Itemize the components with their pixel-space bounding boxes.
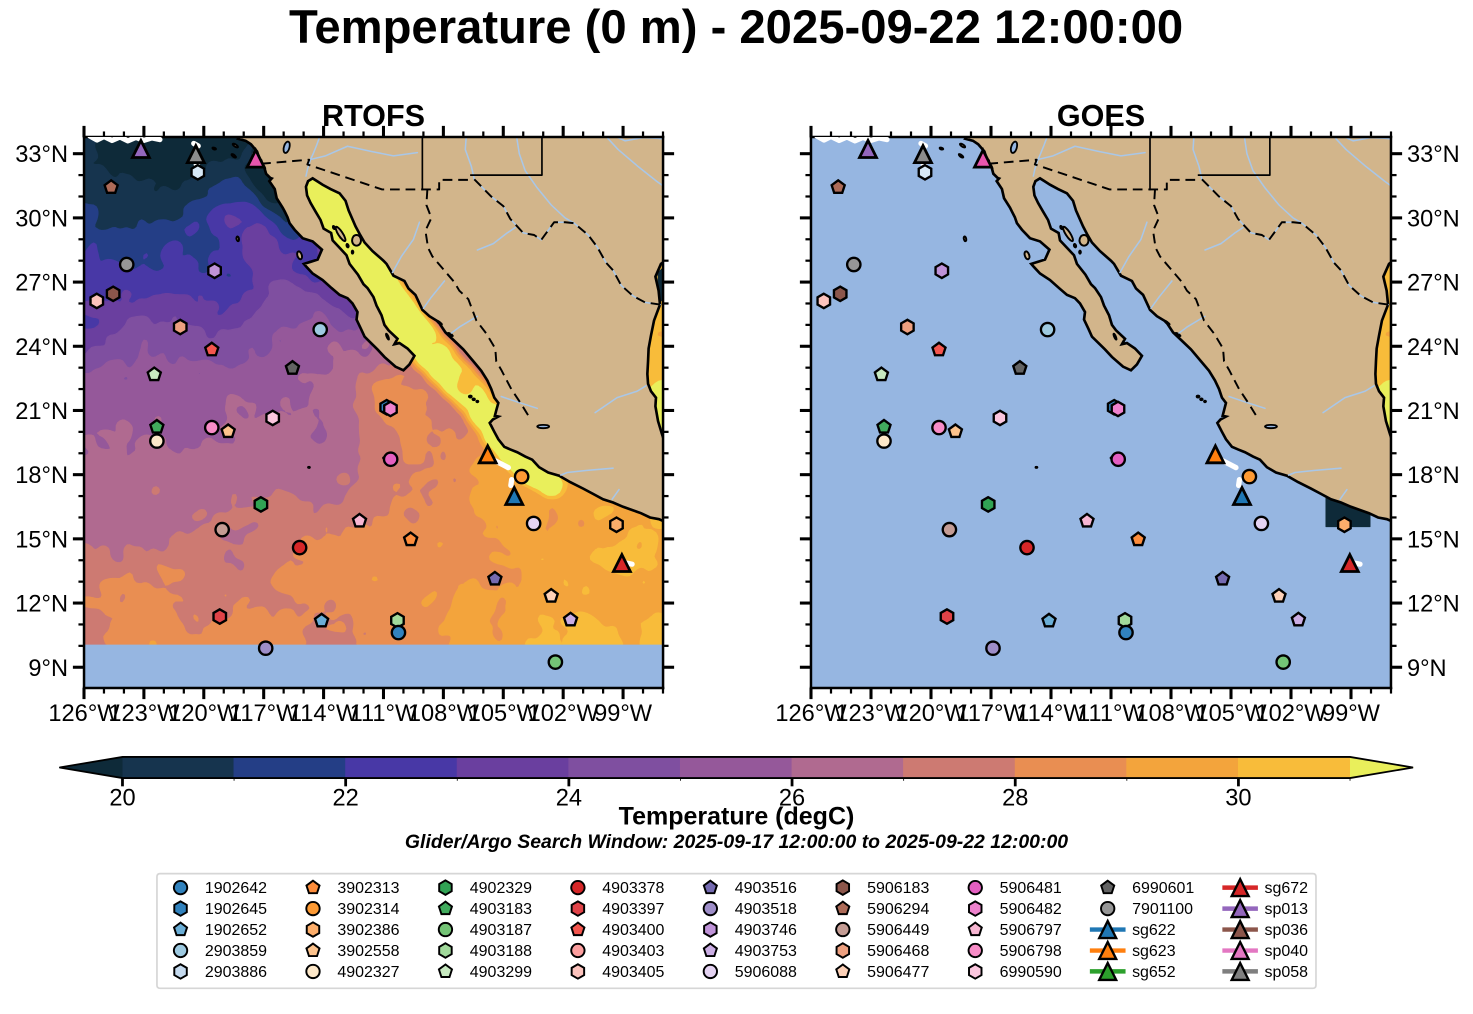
svg-text:22: 22: [333, 786, 359, 812]
svg-text:123°W: 123°W: [835, 701, 907, 727]
svg-text:24°N: 24°N: [1407, 335, 1460, 361]
svg-text:117°W: 117°W: [229, 701, 299, 727]
svg-text:15°N: 15°N: [1407, 527, 1460, 553]
svg-text:26: 26: [779, 786, 805, 812]
svg-text:1902645: 1902645: [205, 901, 267, 918]
svg-text:5906088: 5906088: [735, 964, 797, 981]
svg-text:sg622: sg622: [1132, 922, 1176, 939]
svg-text:120°W: 120°W: [895, 701, 967, 727]
svg-text:6990601: 6990601: [1132, 880, 1194, 897]
svg-text:33°N: 33°N: [15, 142, 68, 168]
svg-text:28: 28: [1002, 786, 1028, 812]
svg-text:sp040: sp040: [1265, 943, 1309, 960]
svg-text:114°W: 114°W: [289, 701, 359, 727]
svg-text:4903403: 4903403: [602, 943, 664, 960]
svg-text:15°N: 15°N: [15, 527, 68, 553]
svg-text:sp058: sp058: [1265, 964, 1309, 981]
svg-text:111°W: 111°W: [350, 701, 418, 727]
svg-text:114°W: 114°W: [1016, 701, 1086, 727]
svg-text:99°W: 99°W: [594, 701, 653, 727]
svg-text:105°W: 105°W: [468, 701, 540, 727]
svg-text:12°N: 12°N: [1407, 592, 1460, 618]
svg-text:3902386: 3902386: [337, 922, 399, 939]
svg-text:4903378: 4903378: [602, 880, 664, 897]
svg-text:RTOFS: RTOFS: [322, 99, 425, 133]
svg-text:5906482: 5906482: [1000, 901, 1062, 918]
svg-text:2903859: 2903859: [205, 943, 267, 960]
svg-text:108°W: 108°W: [1135, 701, 1207, 727]
svg-text:5906294: 5906294: [867, 901, 929, 918]
svg-text:4903400: 4903400: [602, 922, 664, 939]
svg-text:4903518: 4903518: [735, 901, 797, 918]
svg-text:sg672: sg672: [1265, 880, 1309, 897]
svg-text:102°W: 102°W: [1255, 701, 1327, 727]
svg-text:5906797: 5906797: [1000, 922, 1062, 939]
svg-text:4902327: 4902327: [337, 964, 399, 981]
svg-text:111°W: 111°W: [1077, 701, 1145, 727]
svg-text:117°W: 117°W: [956, 701, 1026, 727]
svg-text:5906477: 5906477: [867, 964, 929, 981]
svg-text:12°N: 12°N: [15, 592, 68, 618]
svg-text:1902642: 1902642: [205, 880, 267, 897]
svg-text:27°N: 27°N: [1407, 271, 1460, 297]
svg-text:30: 30: [1225, 786, 1251, 812]
svg-text:20: 20: [109, 786, 135, 812]
svg-text:6990590: 6990590: [1000, 964, 1062, 981]
svg-text:4903397: 4903397: [602, 901, 664, 918]
svg-text:102°W: 102°W: [528, 701, 600, 727]
svg-text:24: 24: [556, 786, 582, 812]
svg-text:123°W: 123°W: [108, 701, 180, 727]
svg-text:7901100: 7901100: [1132, 901, 1193, 918]
svg-text:sg652: sg652: [1132, 964, 1176, 981]
svg-text:4902329: 4902329: [470, 880, 532, 897]
svg-text:2903886: 2903886: [205, 964, 267, 981]
svg-text:4903753: 4903753: [735, 943, 797, 960]
svg-text:5906481: 5906481: [1000, 880, 1062, 897]
svg-text:105°W: 105°W: [1195, 701, 1267, 727]
svg-text:3902558: 3902558: [337, 943, 399, 960]
svg-text:24°N: 24°N: [15, 335, 68, 361]
svg-text:Temperature (degC): Temperature (degC): [619, 802, 855, 830]
svg-text:5906468: 5906468: [867, 943, 929, 960]
svg-text:9°N: 9°N: [1407, 656, 1447, 682]
svg-text:21°N: 21°N: [1407, 399, 1460, 425]
svg-text:1902652: 1902652: [205, 922, 267, 939]
svg-text:18°N: 18°N: [15, 463, 68, 489]
svg-text:4903405: 4903405: [602, 964, 664, 981]
svg-text:5906183: 5906183: [867, 880, 929, 897]
svg-text:27°N: 27°N: [15, 271, 68, 297]
svg-text:sg623: sg623: [1132, 943, 1176, 960]
svg-text:33°N: 33°N: [1407, 142, 1460, 168]
svg-text:4903187: 4903187: [470, 922, 532, 939]
svg-text:5906798: 5906798: [1000, 943, 1062, 960]
svg-text:120°W: 120°W: [168, 701, 240, 727]
svg-text:4903516: 4903516: [735, 880, 797, 897]
svg-text:4903188: 4903188: [470, 943, 532, 960]
svg-text:sp036: sp036: [1265, 922, 1309, 939]
svg-text:5906449: 5906449: [867, 922, 929, 939]
svg-text:sp013: sp013: [1265, 901, 1309, 918]
svg-text:4903299: 4903299: [470, 964, 532, 981]
svg-text:30°N: 30°N: [15, 206, 68, 232]
svg-text:4903746: 4903746: [735, 922, 797, 939]
svg-text:GOES: GOES: [1057, 99, 1145, 133]
svg-text:18°N: 18°N: [1407, 463, 1460, 489]
svg-text:4903183: 4903183: [470, 901, 532, 918]
svg-text:9°N: 9°N: [28, 656, 68, 682]
svg-text:Glider/Argo Search Window: 202: Glider/Argo Search Window: 2025-09-17 12…: [405, 831, 1068, 853]
svg-text:108°W: 108°W: [408, 701, 480, 727]
svg-text:Temperature (0 m) - 2025-09-22: Temperature (0 m) - 2025-09-22 12:00:00: [289, 1, 1183, 54]
svg-text:126°W: 126°W: [775, 701, 847, 727]
svg-text:30°N: 30°N: [1407, 206, 1460, 232]
svg-text:21°N: 21°N: [15, 399, 68, 425]
svg-text:3902313: 3902313: [337, 880, 399, 897]
svg-text:3902314: 3902314: [337, 901, 399, 918]
svg-text:99°W: 99°W: [1322, 701, 1381, 727]
svg-text:126°W: 126°W: [48, 701, 120, 727]
